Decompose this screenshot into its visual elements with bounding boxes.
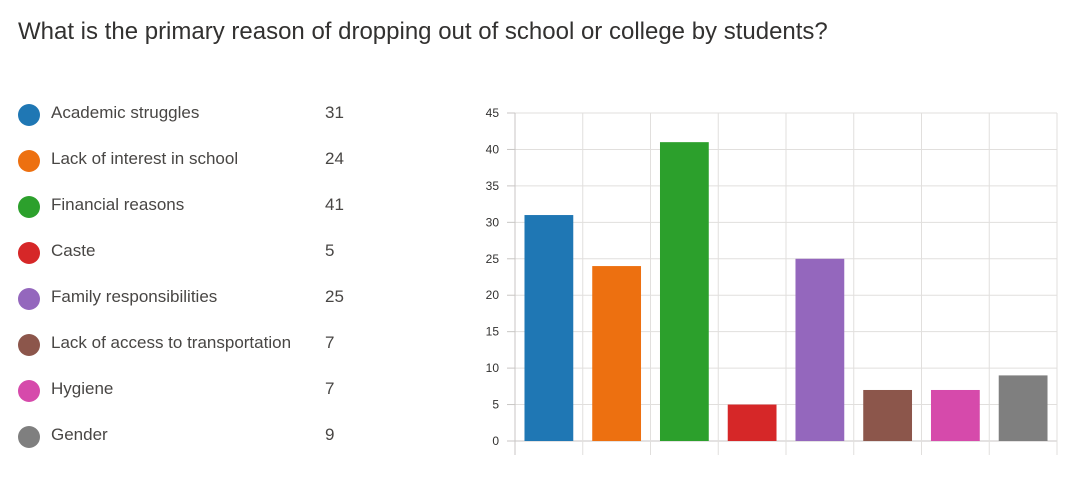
legend-label: Caste <box>51 241 96 260</box>
legend-item: Caste 5 <box>18 234 358 280</box>
legend-color-dot <box>18 104 40 126</box>
legend-count: 25 <box>325 287 344 306</box>
legend-color-dot <box>18 242 40 264</box>
legend-count: 31 <box>325 103 344 122</box>
legend-label: Academic struggles <box>51 103 200 122</box>
y-tick-label: 15 <box>486 325 500 339</box>
legend-item: Lack of interest in school 24 <box>18 142 358 188</box>
legend-color-dot <box>18 380 40 402</box>
legend: Academic struggles 31 Lack of interest in … <box>18 96 358 464</box>
bar[interactable] <box>930 389 980 441</box>
legend-item: Family responsibilities 25 <box>18 280 358 326</box>
legend-label: Lack of interest in school <box>51 149 239 168</box>
legend-count: 41 <box>325 195 344 214</box>
y-tick-label: 40 <box>486 142 500 156</box>
legend-label: Family responsibilities <box>51 287 218 306</box>
legend-count: 7 <box>325 333 335 352</box>
legend-item: Lack of access to transportation 7 <box>18 326 358 372</box>
y-tick-label: 35 <box>486 179 500 193</box>
y-tick-label: 10 <box>486 361 500 375</box>
legend-color-dot <box>18 150 40 172</box>
bar[interactable] <box>592 266 642 441</box>
y-tick-label: 20 <box>486 288 500 302</box>
legend-item: Gender 9 <box>18 418 358 464</box>
y-tick-label: 30 <box>486 215 500 229</box>
legend-label: Hygiene <box>51 379 114 398</box>
bar[interactable] <box>727 404 777 441</box>
y-tick-label: 0 <box>492 434 499 448</box>
legend-label: Lack of access to transportation <box>51 333 292 352</box>
legend-label: Financial reasons <box>51 195 185 214</box>
y-tick-label: 25 <box>486 252 500 266</box>
y-tick-label: 45 <box>486 106 500 120</box>
bar-chart: 0 5 10 15 20 25 30 35 40 45 <box>486 106 1058 455</box>
legend-count: 5 <box>325 241 335 260</box>
y-tick-label: 5 <box>492 398 499 412</box>
legend-count: 24 <box>325 149 344 168</box>
legend-label: Gender <box>51 425 108 444</box>
legend-item: Academic struggles 31 <box>18 96 358 142</box>
bar[interactable] <box>524 215 574 441</box>
legend-color-dot <box>18 196 40 218</box>
bar[interactable] <box>863 389 913 441</box>
legend-color-dot <box>18 334 40 356</box>
bar[interactable] <box>659 142 709 441</box>
legend-item: Financial reasons 41 <box>18 188 358 234</box>
chart-title: What is the primary reason of dropping o… <box>18 18 828 45</box>
legend-count: 9 <box>325 425 335 444</box>
legend-color-dot <box>18 288 40 310</box>
legend-item: Hygiene 7 <box>18 372 358 418</box>
legend-color-dot <box>18 426 40 448</box>
bar[interactable] <box>998 375 1048 441</box>
bar[interactable] <box>795 258 845 441</box>
legend-count: 7 <box>325 379 335 398</box>
